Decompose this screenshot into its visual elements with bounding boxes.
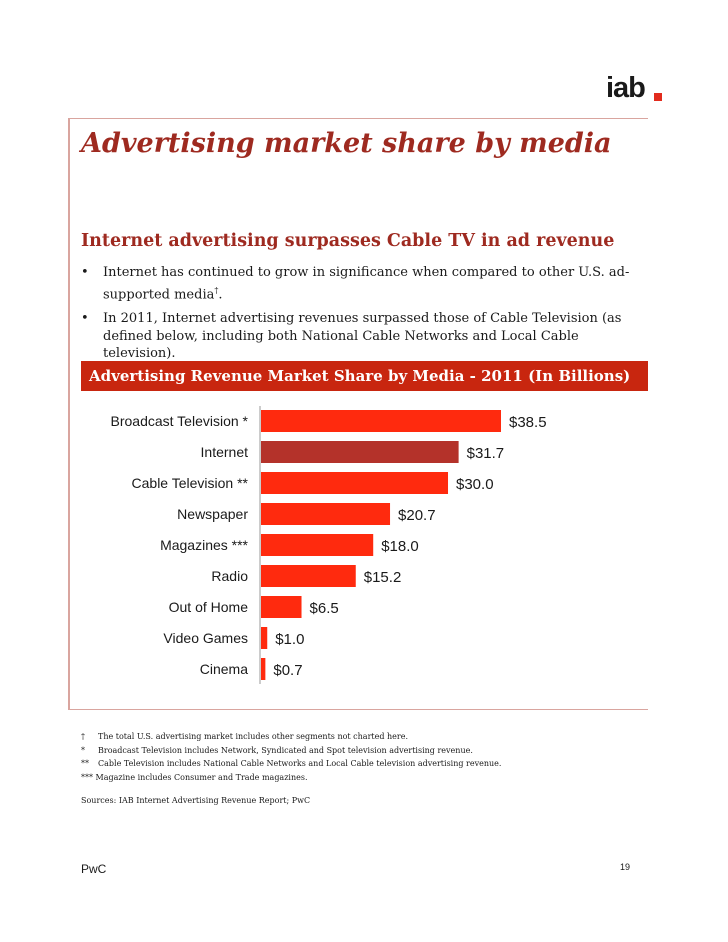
category-label-newspaper: Newspaper — [177, 506, 248, 522]
footnote-text: Broadcast Television includes Network, S… — [98, 745, 473, 755]
frame-bottom-rule — [68, 709, 648, 710]
value-label-broadcast-television: $38.5 — [509, 414, 547, 431]
bar-cable-television — [261, 472, 449, 494]
value-label-newspaper: $20.7 — [398, 507, 436, 524]
value-label-internet: $31.7 — [467, 445, 505, 462]
category-label-internet: Internet — [201, 444, 249, 460]
footnote: *** Magazine includes Consumer and Trade… — [81, 771, 501, 785]
iab-logo: iab — [606, 72, 646, 104]
category-label-out-of-home: Out of Home — [169, 599, 249, 615]
value-label-magazines: $18.0 — [381, 538, 419, 555]
frame-top-rule — [68, 118, 648, 119]
bullet-dot: • — [81, 311, 89, 327]
footer-brand: PwC — [81, 862, 107, 876]
bar-broadcast-television — [261, 410, 501, 432]
footnote-mark: *** — [81, 772, 93, 782]
bullet-item: • Internet has continued to grow in sign… — [81, 264, 641, 303]
category-label-magazines: Magazines *** — [160, 537, 248, 553]
footnote-text: Cable Television includes National Cable… — [98, 759, 502, 768]
bar-video-games — [261, 627, 268, 649]
category-label-video-games: Video Games — [163, 630, 248, 646]
page-title: Advertising market share by media — [81, 128, 612, 159]
value-label-cinema: $0.7 — [273, 662, 302, 679]
value-label-out-of-home: $6.5 — [310, 600, 339, 617]
footnote-mark: † — [81, 732, 85, 741]
frame-left-rule — [68, 118, 70, 710]
footnote: * Broadcast Television includes Network, … — [81, 744, 501, 758]
value-label-cable-television: $30.0 — [456, 476, 494, 493]
footnote-text: The total U.S. advertising market includ… — [98, 732, 408, 741]
sources-line: Sources: IAB Internet Advertising Revenu… — [81, 796, 311, 805]
bar-newspaper — [261, 503, 391, 525]
logo-dot — [654, 93, 662, 101]
bullet-text: Internet has continued to grow in signif… — [103, 265, 630, 302]
category-label-cable-television: Cable Television ** — [132, 475, 249, 491]
chart-title-bar: Advertising Revenue Market Share by Medi… — [81, 361, 648, 391]
bar-internet — [261, 441, 459, 463]
footnote-mark: ** — [81, 759, 89, 768]
footnote-mark: * — [81, 745, 85, 755]
bar-cinema — [261, 658, 266, 680]
page-number: 19 — [620, 862, 631, 872]
footnote-text: Magazine includes Consumer and Trade mag… — [95, 772, 308, 782]
dagger-mark: † — [214, 285, 219, 295]
bullet-tail: . — [218, 286, 223, 302]
bar-out-of-home — [261, 596, 302, 618]
bullet-list: • Internet has continued to grow in sign… — [81, 264, 641, 370]
bar-radio — [261, 565, 356, 587]
bullet-text: In 2011, Internet advertising revenues s… — [103, 311, 622, 362]
value-label-video-games: $1.0 — [275, 631, 304, 648]
bullet-item: • In 2011, Internet advertising revenues… — [81, 310, 641, 363]
section-subtitle: Internet advertising surpasses Cable TV … — [81, 231, 615, 251]
bar-magazines — [261, 534, 374, 556]
category-label-radio: Radio — [211, 568, 248, 584]
category-label-broadcast-television: Broadcast Television * — [111, 413, 249, 429]
category-label-cinema: Cinema — [200, 661, 248, 677]
bullet-dot: • — [81, 265, 89, 280]
value-label-radio: $15.2 — [364, 569, 402, 586]
chart-title: Advertising Revenue Market Share by Medi… — [89, 367, 631, 385]
footnote: † The total U.S. advertising market inclu… — [81, 730, 501, 744]
footnotes: † The total U.S. advertising market inclu… — [81, 730, 501, 784]
footnote: ** Cable Television includes National Cab… — [81, 757, 501, 771]
